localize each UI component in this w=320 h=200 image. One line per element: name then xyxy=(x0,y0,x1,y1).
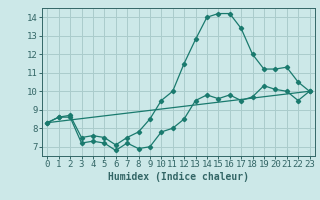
X-axis label: Humidex (Indice chaleur): Humidex (Indice chaleur) xyxy=(108,172,249,182)
